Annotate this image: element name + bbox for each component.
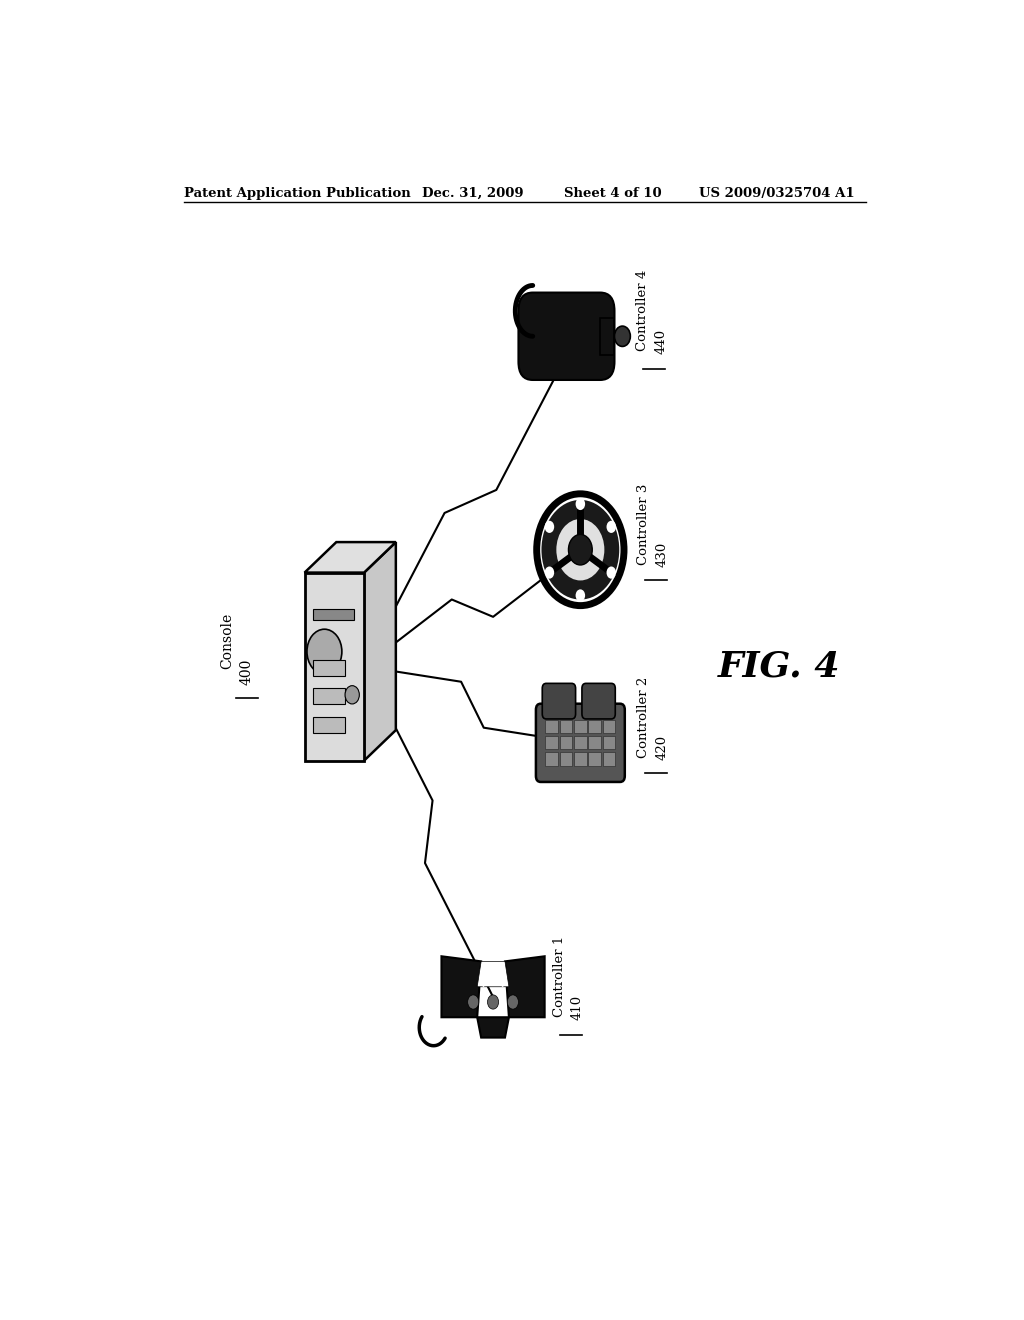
Text: Controller 3: Controller 3 bbox=[638, 483, 650, 565]
Text: 440: 440 bbox=[654, 329, 668, 354]
Bar bbox=[312, 610, 354, 619]
Circle shape bbox=[556, 519, 604, 581]
Text: Sheet 4 of 10: Sheet 4 of 10 bbox=[564, 187, 663, 199]
Bar bbox=[602, 752, 615, 766]
Bar bbox=[588, 737, 601, 750]
Bar bbox=[574, 719, 587, 733]
Bar bbox=[312, 660, 345, 676]
Polygon shape bbox=[304, 543, 396, 573]
Text: Dec. 31, 2009: Dec. 31, 2009 bbox=[422, 187, 523, 199]
Bar bbox=[546, 752, 558, 766]
Bar bbox=[312, 688, 345, 705]
Circle shape bbox=[507, 995, 518, 1008]
Circle shape bbox=[545, 521, 554, 533]
Polygon shape bbox=[505, 956, 545, 1018]
FancyBboxPatch shape bbox=[536, 704, 625, 781]
Text: 400: 400 bbox=[240, 659, 254, 685]
Text: Controller 1: Controller 1 bbox=[553, 936, 565, 1018]
Circle shape bbox=[307, 630, 342, 675]
Text: Controller 4: Controller 4 bbox=[636, 271, 649, 351]
Bar bbox=[602, 737, 615, 750]
Bar bbox=[588, 719, 601, 733]
Circle shape bbox=[575, 589, 585, 602]
Circle shape bbox=[545, 566, 554, 578]
Bar bbox=[574, 752, 587, 766]
Bar bbox=[560, 737, 572, 750]
Polygon shape bbox=[477, 1018, 509, 1038]
Polygon shape bbox=[304, 573, 365, 760]
Text: US 2009/0325704 A1: US 2009/0325704 A1 bbox=[699, 187, 855, 199]
Bar bbox=[560, 719, 572, 733]
Bar bbox=[588, 752, 601, 766]
Polygon shape bbox=[441, 956, 481, 1018]
Bar bbox=[546, 737, 558, 750]
Circle shape bbox=[575, 498, 585, 510]
Bar bbox=[560, 752, 572, 766]
Text: Patent Application Publication: Patent Application Publication bbox=[183, 187, 411, 199]
Bar bbox=[600, 318, 614, 355]
Polygon shape bbox=[365, 543, 396, 760]
Text: 430: 430 bbox=[655, 543, 669, 568]
Text: Controller 2: Controller 2 bbox=[638, 677, 650, 758]
Text: 420: 420 bbox=[655, 735, 669, 760]
Circle shape bbox=[606, 521, 616, 533]
Bar bbox=[312, 717, 345, 733]
Circle shape bbox=[345, 685, 359, 704]
Bar bbox=[602, 719, 615, 733]
Circle shape bbox=[606, 566, 616, 578]
FancyBboxPatch shape bbox=[543, 684, 575, 719]
Bar bbox=[574, 737, 587, 750]
FancyBboxPatch shape bbox=[582, 684, 615, 719]
Circle shape bbox=[542, 500, 620, 599]
Polygon shape bbox=[477, 961, 509, 987]
FancyBboxPatch shape bbox=[518, 293, 614, 380]
Text: FIG. 4: FIG. 4 bbox=[718, 649, 840, 684]
Text: 410: 410 bbox=[570, 994, 584, 1019]
Bar bbox=[546, 719, 558, 733]
Circle shape bbox=[568, 535, 592, 565]
Circle shape bbox=[614, 326, 631, 346]
Circle shape bbox=[468, 995, 479, 1008]
Text: Console: Console bbox=[220, 612, 234, 669]
Circle shape bbox=[487, 995, 499, 1008]
